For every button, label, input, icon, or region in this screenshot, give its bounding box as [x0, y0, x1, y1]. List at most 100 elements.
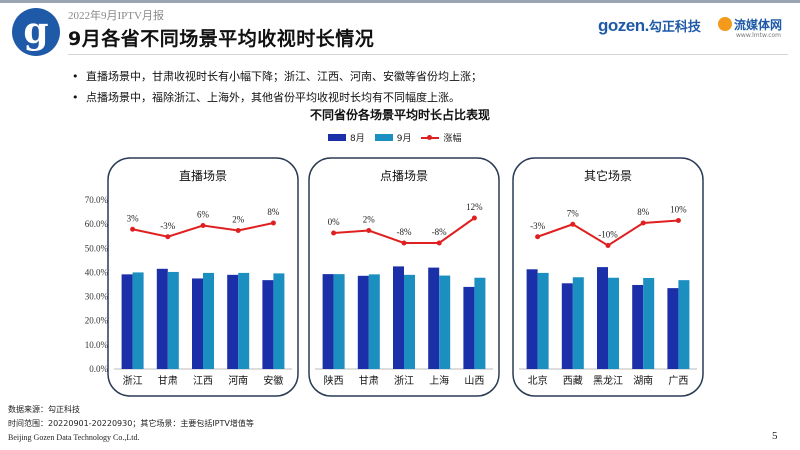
bar-aug — [632, 284, 644, 369]
summary-bullets: 直播场景中，甘肃收视时长有小幅下降；浙江、江西、河南、安徽等省份均上涨； 点播场… — [72, 66, 482, 108]
bar-aug — [597, 267, 608, 369]
growth-data-label: 8% — [267, 207, 280, 217]
growth-data-label: -3% — [160, 221, 175, 231]
legend-label-aug: 8月 — [350, 134, 365, 144]
category-label: 黑龙江 — [593, 374, 623, 387]
category-label: 广西 — [668, 375, 688, 387]
bar-sep — [474, 277, 486, 369]
bar-aug — [227, 274, 239, 369]
growth-point — [436, 240, 442, 246]
growth-data-label: -8% — [432, 227, 447, 237]
growth-data-label: 7% — [567, 208, 580, 218]
logo-letter: g — [23, 10, 49, 52]
bar-aug — [463, 286, 475, 369]
bar-aug — [192, 278, 203, 369]
report-date: 2022年9月IPTV月报 — [68, 10, 164, 22]
bar-sep — [404, 274, 415, 369]
page-number: 5 — [772, 430, 778, 442]
legend-label-growth: 涨幅 — [443, 134, 462, 144]
chart-title: 不同省份各场景平均时长占比表现 — [309, 108, 490, 122]
bar-sep — [643, 277, 655, 369]
legend-swatch-aug — [328, 134, 346, 141]
category-label: 山西 — [464, 375, 484, 387]
panel-title: 点播场景 — [380, 169, 428, 183]
y-tick-label: 60.0% — [85, 219, 109, 229]
growth-point — [535, 234, 541, 240]
page-title: 9月各省不同场景平均收视时长情况 — [68, 28, 375, 50]
legend-item-sep: 9月 — [374, 131, 412, 144]
legend-item-aug: 8月 — [328, 131, 365, 144]
growth-data-label: 0% — [328, 217, 341, 227]
growth-data-label: -8% — [397, 227, 412, 237]
category-label: 甘肃 — [158, 374, 178, 387]
growth-data-label: 2% — [232, 215, 245, 225]
panel-frame — [308, 157, 500, 397]
category-label: 浙江 — [123, 375, 143, 387]
bar-aug — [667, 288, 679, 369]
category-label: 陕西 — [324, 374, 344, 387]
gozen-logo-cn: 勾正科技 — [648, 19, 701, 34]
partner-logo-text: 流媒体网 — [734, 18, 783, 32]
bar-sep — [273, 273, 285, 369]
bar-aug — [561, 283, 573, 369]
gozen-brand-logo: gozen.勾正科技 — [598, 16, 701, 36]
y-tick-label: 50.0% — [85, 243, 109, 253]
bar-sep — [537, 272, 549, 369]
chart-legend: 8月 9月 涨幅 — [328, 131, 471, 144]
bar-sep — [132, 272, 144, 369]
legend-line-growth — [421, 134, 440, 141]
header-divider — [68, 54, 788, 55]
growth-point — [640, 220, 646, 226]
category-label: 江西 — [193, 375, 213, 387]
growth-point — [471, 215, 477, 221]
growth-point — [570, 221, 576, 227]
bar-sep — [439, 275, 451, 369]
y-tick-label: 10.0% — [85, 340, 109, 350]
y-tick-label: 0.0% — [89, 364, 108, 374]
bullet-item: 点播场景中，福除浙江、上海外，其他省份平均收视时长均有不同幅度上涨。 — [72, 87, 482, 108]
panel-frame — [107, 157, 299, 397]
footer-source: 数据来源：勾正科技 — [8, 405, 80, 414]
partner-logo: 流媒体网 — [718, 16, 782, 33]
panel-title: 其它场景 — [584, 168, 632, 183]
gozen-logo-text: gozen. — [598, 16, 649, 35]
panel-title: 直播场景 — [179, 169, 227, 183]
growth-point — [270, 220, 276, 226]
bar-sep — [238, 272, 250, 369]
category-label: 甘肃 — [359, 374, 379, 387]
category-label: 湖南 — [633, 374, 653, 387]
growth-point — [605, 243, 611, 248]
category-label: 西藏 — [563, 375, 583, 387]
category-label: 北京 — [528, 374, 548, 387]
partner-mark-icon — [718, 17, 732, 31]
bar-sep — [608, 277, 619, 369]
growth-data-label: 10% — [670, 205, 687, 215]
growth-point — [401, 240, 407, 246]
top-accent-bar — [0, 0, 800, 3]
bar-aug — [428, 267, 440, 369]
legend-item-growth: 涨幅 — [421, 131, 461, 144]
footer-range: 时间范围：20220901-20220930；其它场景：主要包括IPTV增值等 — [8, 419, 254, 428]
panel-frame — [512, 157, 704, 397]
partner-url: www.lmtw.com — [736, 32, 782, 39]
bar-sep — [368, 274, 380, 369]
growth-data-label: -10% — [598, 230, 618, 240]
bar-sep — [167, 271, 179, 369]
bar-aug — [526, 269, 538, 369]
legend-label-sep: 9月 — [396, 134, 412, 144]
growth-data-label: -3% — [530, 221, 545, 231]
bullet-item: 直播场景中，甘肃收视时长有小幅下降；浙江、江西、河南、安徽等省份均上涨； — [72, 66, 482, 87]
bar-aug — [156, 268, 168, 369]
bar-aug — [262, 280, 274, 369]
category-label: 河南 — [228, 374, 248, 387]
bar-sep — [678, 280, 690, 369]
footer-company: Beijing Gozen Data Technology Co.,Ltd. — [8, 433, 140, 442]
growth-point — [675, 218, 681, 223]
category-label: 安徽 — [263, 374, 283, 387]
growth-data-label: 6% — [197, 210, 210, 220]
growth-data-label: 2% — [363, 215, 376, 225]
y-tick-label: 20.0% — [85, 316, 109, 326]
growth-point — [366, 228, 372, 233]
bar-sep — [572, 277, 584, 369]
